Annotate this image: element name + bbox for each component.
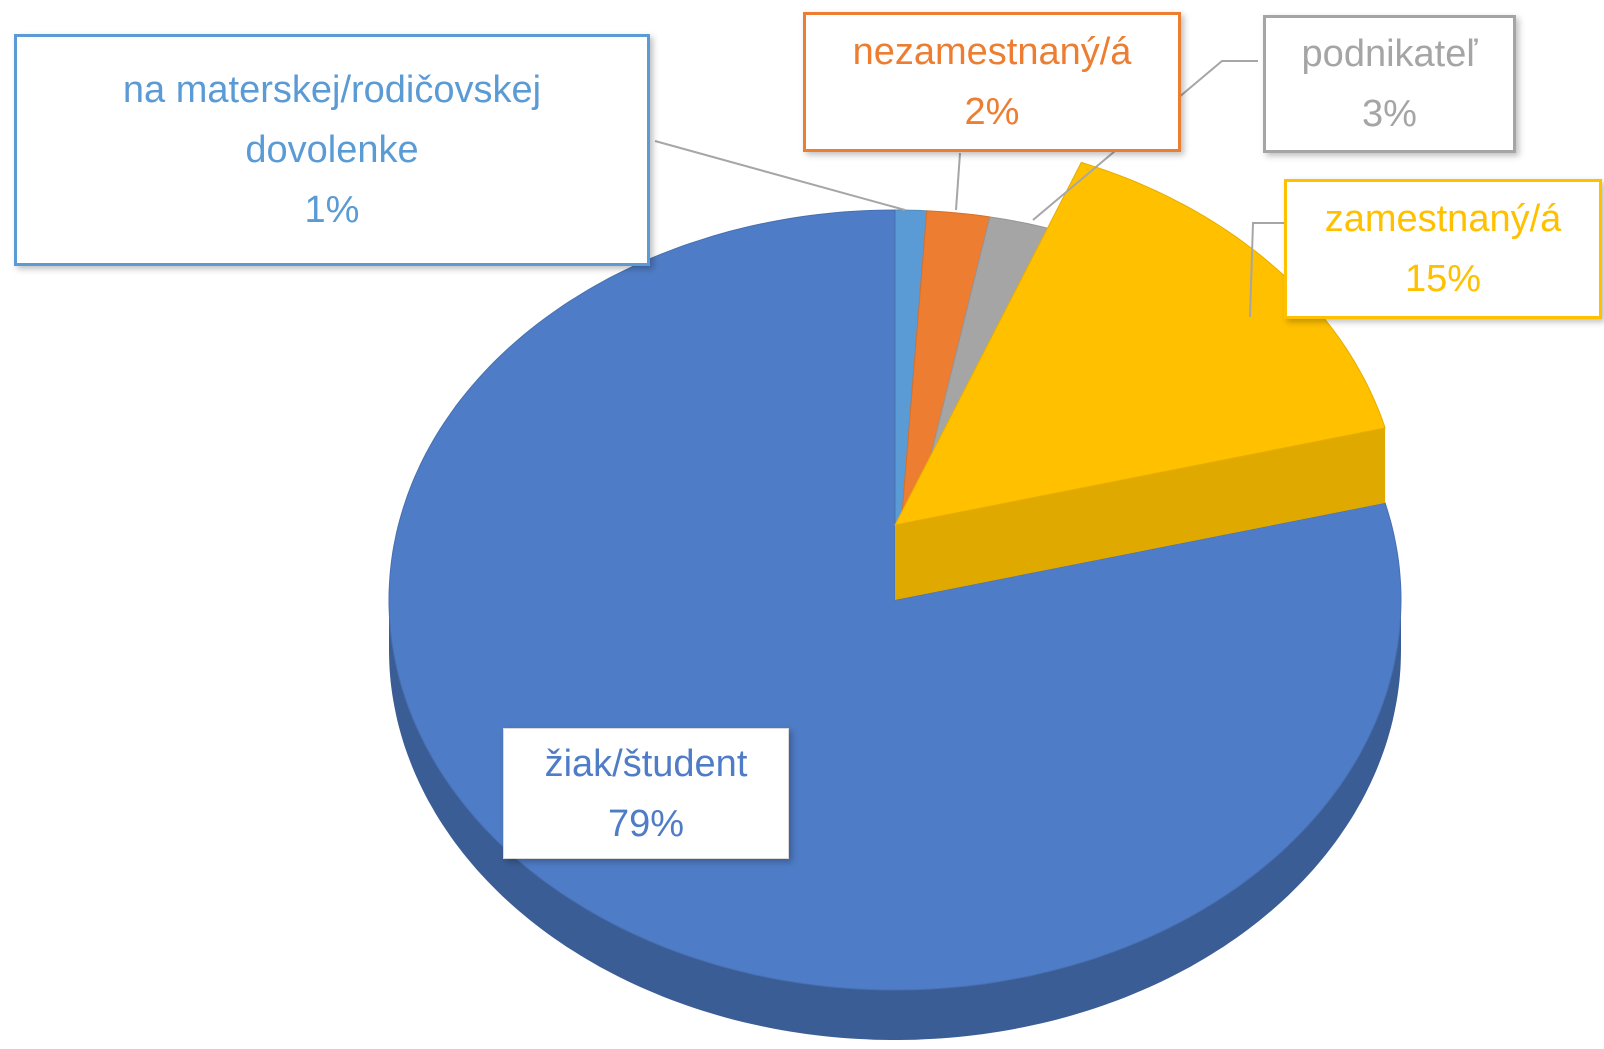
- data-label: na materskej/rodičovskej dovolenke 1%: [14, 34, 650, 266]
- label-value: 79%: [607, 802, 685, 845]
- leader-line: [1249, 222, 1284, 318]
- label-value: 2%: [964, 91, 1020, 133]
- label-value: 1%: [304, 189, 360, 231]
- label-name: podnikateľ: [1301, 33, 1478, 75]
- data-label: žiak/študent 79%: [503, 728, 789, 859]
- label-value: 15%: [1404, 258, 1482, 300]
- label-name: nezamestnaný/á: [852, 31, 1132, 73]
- leader-line: [654, 140, 906, 211]
- leader-line: [1032, 60, 1258, 221]
- label-name: žiak/študent: [544, 742, 748, 785]
- pie-slices: [388, 161, 1402, 1040]
- slice: [894, 161, 1386, 526]
- data-label: podnikateľ 3%: [1263, 15, 1516, 153]
- leader-line: [955, 152, 961, 211]
- data-label: nezamestnaný/á 2%: [803, 12, 1181, 152]
- label-value: 3%: [1362, 93, 1417, 135]
- label-name: na materskej/rodičovskej dovolenke: [122, 69, 542, 171]
- data-label: zamestnaný/á 15%: [1284, 179, 1602, 319]
- label-name: zamestnaný/á: [1324, 198, 1562, 240]
- slice-edge: [895, 428, 1386, 600]
